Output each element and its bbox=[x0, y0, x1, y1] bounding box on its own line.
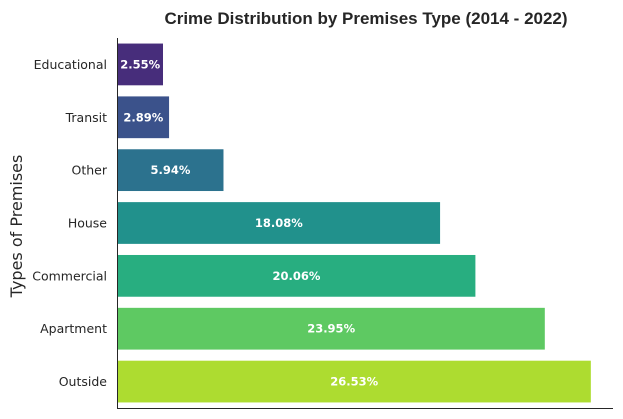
bar-value-label-commercial: 20.06% bbox=[272, 269, 320, 283]
bar-value-label-educational: 2.55% bbox=[120, 57, 160, 71]
chart-title: Crime Distribution by Premises Type (201… bbox=[164, 9, 567, 28]
y-tick-label-commercial: Commercial bbox=[32, 268, 107, 283]
bar-outside bbox=[117, 360, 591, 403]
y-tick-label-outside: Outside bbox=[59, 374, 108, 389]
bar-apartment bbox=[117, 307, 545, 350]
bar-commercial bbox=[117, 254, 476, 297]
y-tick-label-house: House bbox=[68, 216, 107, 231]
bar-house bbox=[117, 202, 441, 244]
bar-transit bbox=[117, 96, 170, 139]
y-tick-label-educational: Educational bbox=[34, 57, 107, 72]
bar-value-label-transit: 2.89% bbox=[123, 110, 163, 124]
y-tick-label-other: Other bbox=[72, 163, 108, 178]
bar-educational bbox=[117, 43, 163, 86]
bar-value-label-apartment: 23.95% bbox=[307, 322, 355, 336]
bar-other bbox=[117, 149, 224, 192]
bar-value-label-outside: 26.53% bbox=[330, 375, 378, 389]
y-tick-label-transit: Transit bbox=[65, 110, 108, 125]
bars-group bbox=[117, 43, 591, 403]
y-axis-label: Types of Premises bbox=[7, 155, 26, 299]
bar-value-label-other: 5.94% bbox=[151, 163, 191, 177]
y-tick-label-apartment: Apartment bbox=[40, 321, 107, 336]
bar-value-label-house: 18.08% bbox=[255, 216, 303, 230]
bar-value-labels: 2.55% 2.89% 5.94% 18.08% 20.06% 23.95% 26.53% bbox=[120, 57, 378, 388]
y-tick-labels: Educational Transit Other House Commercial Ap… bbox=[32, 57, 108, 389]
